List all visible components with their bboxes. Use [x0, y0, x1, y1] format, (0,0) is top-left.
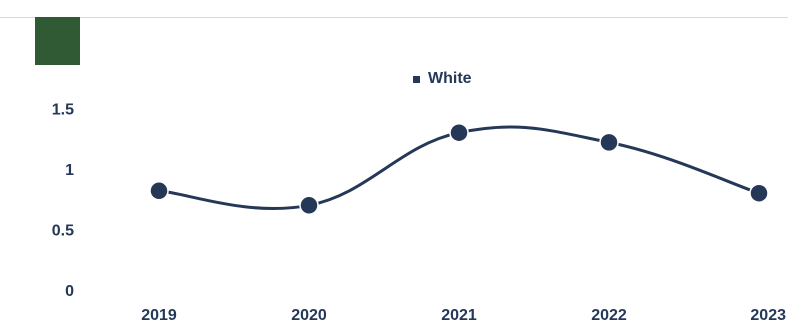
- x-tick-label: 2020: [291, 307, 327, 324]
- y-tick-label: 1: [65, 162, 74, 179]
- x-tick-label: 2022: [591, 307, 627, 324]
- y-axis: 0 0.5 1 1.5: [52, 102, 74, 301]
- data-point: [749, 183, 769, 203]
- top-divider: [0, 17, 788, 18]
- brand-logo-block: [35, 17, 80, 65]
- data-point: [599, 132, 619, 153]
- y-tick-label: 1.5: [52, 102, 74, 119]
- x-tick-label: 2019: [141, 307, 177, 324]
- legend: White: [413, 70, 472, 87]
- x-tick-label: 2023: [750, 307, 786, 324]
- data-point: [449, 122, 469, 143]
- y-tick-label: 0: [65, 283, 74, 300]
- x-axis: 2019 2020 2021 2022 2023: [141, 307, 786, 324]
- legend-label-white: White: [428, 70, 472, 87]
- data-point: [299, 195, 319, 216]
- data-point: [149, 181, 169, 201]
- x-tick-label: 2021: [441, 307, 477, 324]
- series-white: [149, 122, 769, 216]
- legend-swatch-white: [413, 76, 420, 83]
- y-tick-label: 0.5: [52, 223, 74, 240]
